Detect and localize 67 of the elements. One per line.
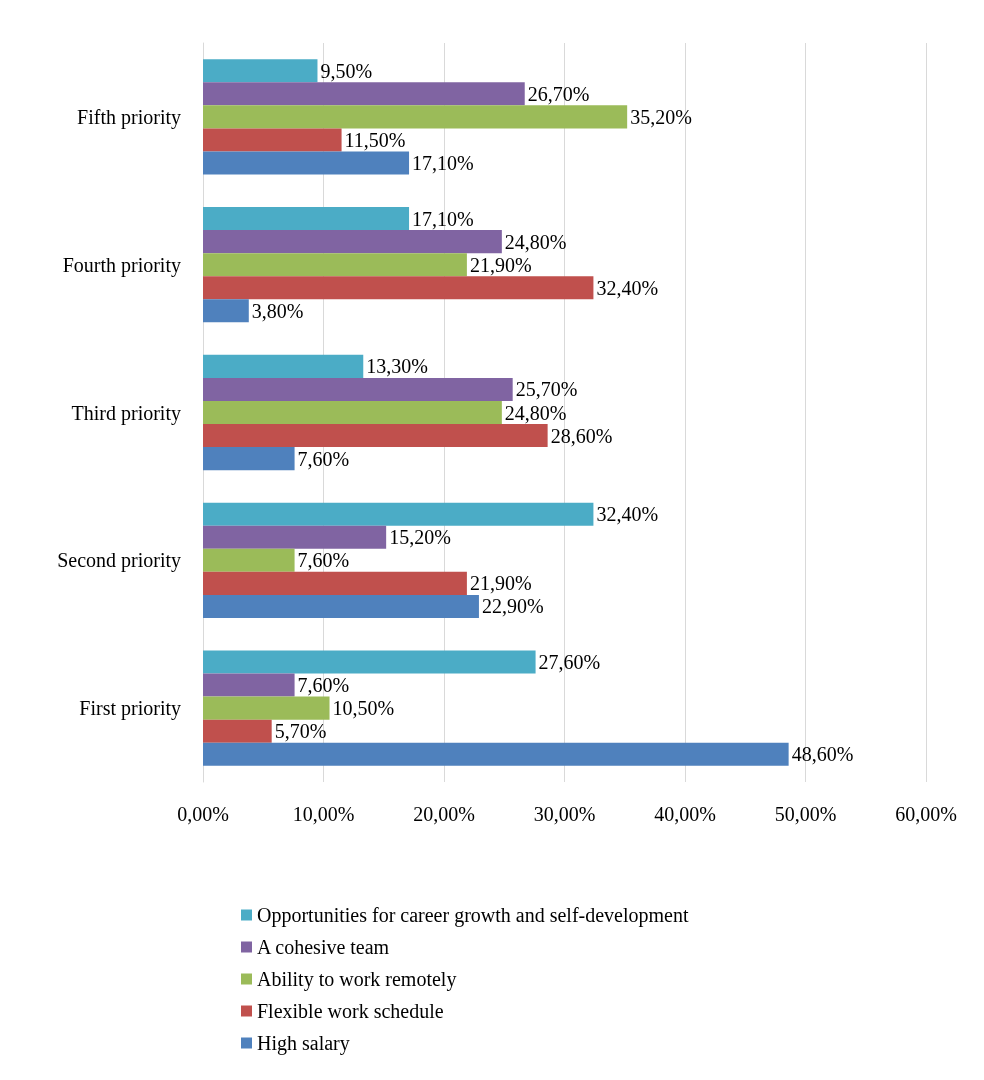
data-label: 21,90% xyxy=(469,572,532,595)
data-label: 27,60% xyxy=(538,650,601,673)
y-tick-label: Second priority xyxy=(57,549,181,573)
bar xyxy=(203,502,594,526)
bar xyxy=(203,742,789,766)
y-tick-label: Fifth priority xyxy=(77,105,181,129)
data-label: 17,10% xyxy=(412,152,474,175)
bar xyxy=(203,82,525,106)
x-tick-label: 40,00% xyxy=(654,803,716,825)
bar xyxy=(203,299,249,323)
data-label: 22,90% xyxy=(481,595,544,618)
legend-label: Ability to work remotely xyxy=(257,968,457,991)
bar xyxy=(203,151,410,175)
legend-label: High salary xyxy=(257,1032,350,1055)
data-label: 7,60% xyxy=(297,549,350,572)
x-tick-label: 60,00% xyxy=(895,803,957,825)
data-label: 25,70% xyxy=(515,378,578,401)
data-label: 48,60% xyxy=(791,743,854,766)
y-tick-label: Fourth priority xyxy=(62,253,181,277)
data-label: 13,30% xyxy=(366,355,428,378)
data-label: 24,80% xyxy=(504,401,567,424)
bar xyxy=(203,424,548,448)
bar xyxy=(203,59,318,83)
bar xyxy=(203,719,272,743)
bar xyxy=(203,230,502,254)
data-label: 35,20% xyxy=(630,105,692,128)
x-tick-label: 30,00% xyxy=(533,803,596,825)
x-tick-label: 20,00% xyxy=(413,803,475,825)
data-label: 32,40% xyxy=(596,503,659,526)
data-label: 15,20% xyxy=(389,526,451,549)
data-label: 7,60% xyxy=(297,674,350,697)
legend-label: A cohesive team xyxy=(257,936,390,958)
data-label: 26,70% xyxy=(527,82,590,105)
data-label: 10,50% xyxy=(332,697,395,720)
data-label: 28,60% xyxy=(550,424,613,447)
data-label: 21,90% xyxy=(469,253,532,276)
data-label: 5,70% xyxy=(274,720,327,743)
bar xyxy=(203,207,410,231)
x-tick-label: 50,00% xyxy=(774,803,837,825)
data-label: 17,10% xyxy=(412,207,474,230)
bar xyxy=(203,571,467,595)
data-label: 3,80% xyxy=(251,299,304,322)
data-label: 9,50% xyxy=(320,59,373,82)
bar xyxy=(203,548,295,572)
data-label: 32,40% xyxy=(596,276,659,299)
bar xyxy=(203,696,330,720)
data-label: 7,60% xyxy=(297,447,350,470)
bar xyxy=(203,650,536,674)
data-label: 11,50% xyxy=(344,128,406,151)
bar xyxy=(203,105,628,129)
y-tick-label: First priority xyxy=(79,697,181,721)
legend-label: Flexible work schedule xyxy=(257,1000,444,1022)
bar xyxy=(203,128,342,152)
bar xyxy=(203,377,513,401)
bar xyxy=(203,525,387,549)
bar xyxy=(203,354,364,378)
bar xyxy=(203,276,594,300)
bar xyxy=(203,253,467,277)
data-label: 24,80% xyxy=(504,230,567,253)
bar xyxy=(203,400,502,425)
x-tick-label: 10,00% xyxy=(292,803,355,825)
x-tick-label: 0,00% xyxy=(177,803,229,825)
y-tick-label: Third priority xyxy=(71,401,181,425)
bar xyxy=(203,594,479,618)
legend-label: Opportunities for career growth and self-development xyxy=(257,904,689,927)
bar xyxy=(203,447,295,471)
bar xyxy=(203,673,295,697)
